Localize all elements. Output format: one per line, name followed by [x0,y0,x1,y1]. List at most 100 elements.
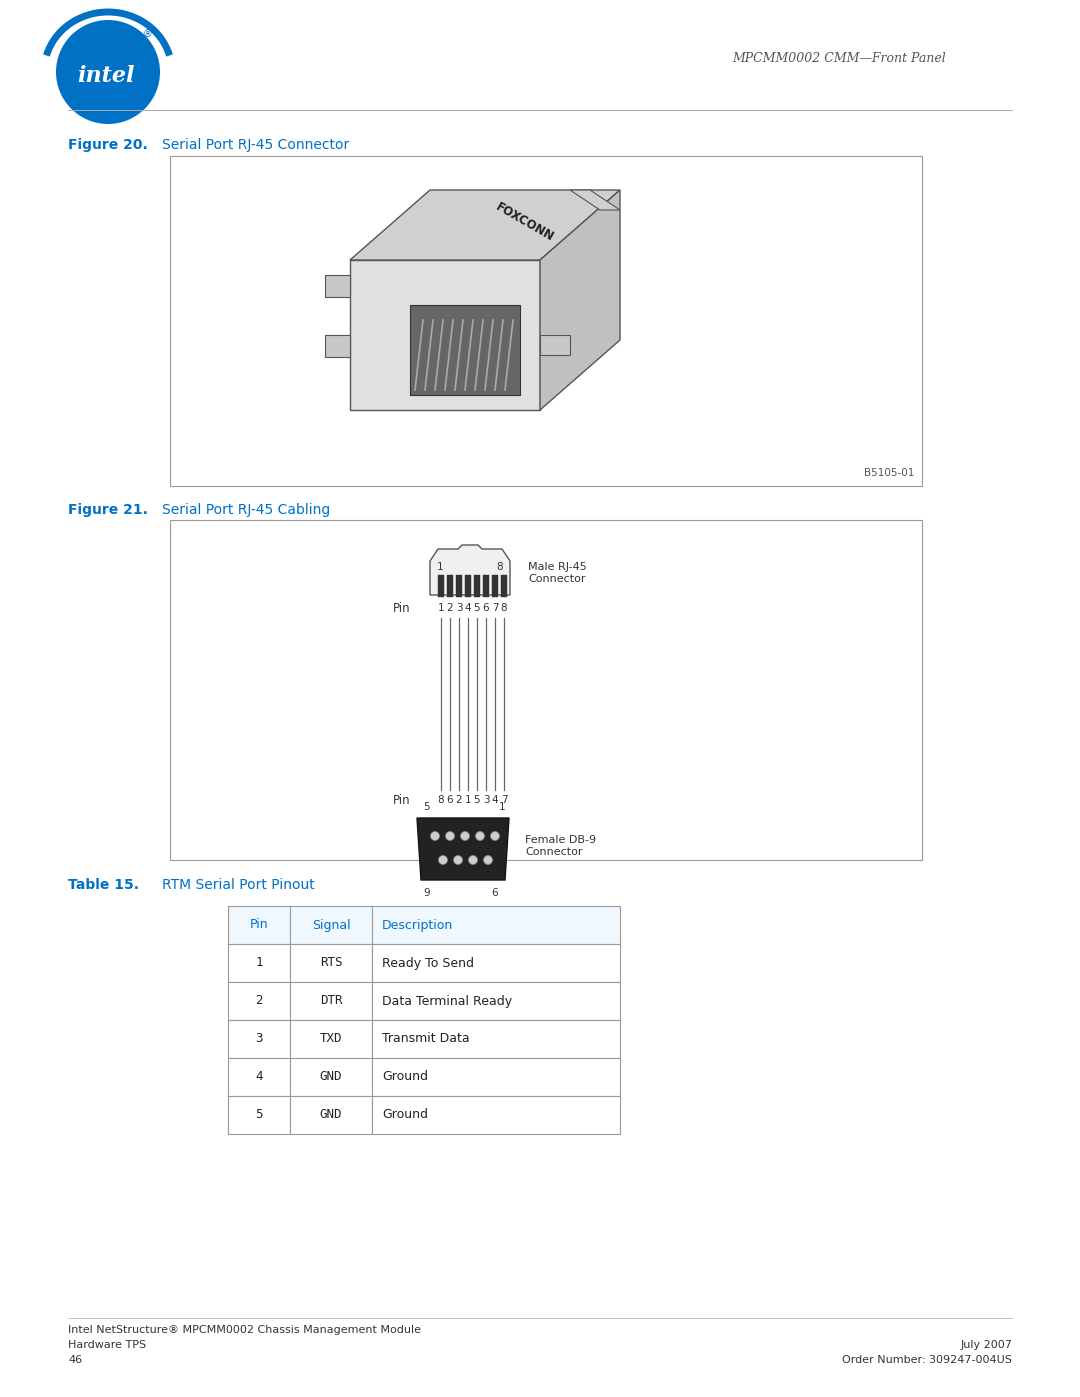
Bar [372,1058,620,1097]
Text: 1: 1 [436,562,443,571]
Text: 5: 5 [474,604,481,613]
Text: Table 15.: Table 15. [68,877,139,893]
Bar [501,576,507,597]
Text: 1: 1 [255,957,262,970]
Ellipse shape [446,831,455,841]
Bar [291,944,372,982]
Bar [291,1097,372,1134]
Bar [228,1097,291,1134]
Text: 2: 2 [447,604,454,613]
Bar [372,944,620,982]
Text: 3: 3 [456,604,462,613]
Bar [372,982,620,1020]
Bar [291,982,372,1020]
Text: Description: Description [382,918,454,932]
Bar [325,275,350,298]
Bar [170,520,922,861]
Text: 8: 8 [501,604,508,613]
Text: 3: 3 [483,795,489,805]
Text: RTS: RTS [320,957,342,970]
Text: DTR: DTR [320,995,342,1007]
Text: ®: ® [144,29,153,39]
Text: July 2007: July 2007 [960,1340,1012,1350]
Text: 5: 5 [474,795,481,805]
Bar [291,1058,372,1097]
Bar [228,944,291,982]
Bar [474,576,480,597]
Text: 1: 1 [499,802,505,812]
Text: 8: 8 [497,562,503,571]
Text: 1: 1 [464,795,471,805]
Text: Figure 21.: Figure 21. [68,503,148,517]
Text: 4: 4 [255,1070,262,1084]
Bar [372,907,620,944]
Bar [372,1020,620,1058]
Text: Data Terminal Ready: Data Terminal Ready [382,995,512,1007]
Text: 7: 7 [491,604,498,613]
Polygon shape [430,545,510,595]
Text: Transmit Data: Transmit Data [382,1032,470,1045]
Text: 6: 6 [483,604,489,613]
Ellipse shape [490,831,499,841]
Circle shape [56,20,160,124]
Text: Pin: Pin [249,918,268,932]
Text: Figure 20.: Figure 20. [68,138,148,152]
Bar [170,156,922,486]
Text: 4: 4 [464,604,471,613]
Text: 6: 6 [491,888,498,898]
Text: RTM Serial Port Pinout: RTM Serial Port Pinout [162,877,314,893]
Polygon shape [417,819,509,880]
Text: Ground: Ground [382,1108,428,1122]
Bar [228,1020,291,1058]
Text: B5105-01: B5105-01 [864,468,914,478]
Text: Serial Port RJ-45 Connector: Serial Port RJ-45 Connector [162,138,349,152]
Bar [438,576,444,597]
Ellipse shape [438,855,447,865]
Text: GND: GND [320,1070,342,1084]
Polygon shape [350,260,540,409]
Bar [540,335,570,355]
Text: Ready To Send: Ready To Send [382,957,474,970]
Text: 2: 2 [255,995,262,1007]
Text: MPCMM0002 CMM—Front Panel: MPCMM0002 CMM—Front Panel [732,52,946,64]
Text: GND: GND [320,1108,342,1122]
Bar [325,335,350,358]
Text: Serial Port RJ-45 Cabling: Serial Port RJ-45 Cabling [162,503,330,517]
Text: 5: 5 [255,1108,262,1122]
Bar [410,305,519,395]
Ellipse shape [431,831,440,841]
Ellipse shape [484,855,492,865]
Text: 9: 9 [423,888,430,898]
Bar [465,576,471,597]
Bar [372,1097,620,1134]
Text: Hardware TPS: Hardware TPS [68,1340,146,1350]
Text: 6: 6 [447,795,454,805]
Text: TXD: TXD [320,1032,342,1045]
Bar [447,576,453,597]
Text: Male RJ-45
Connector: Male RJ-45 Connector [528,562,586,584]
Text: 7: 7 [501,795,508,805]
Ellipse shape [469,855,477,865]
Bar [228,907,291,944]
Text: Pin: Pin [392,793,410,806]
Text: Ground: Ground [382,1070,428,1084]
Ellipse shape [475,831,485,841]
Bar [492,576,498,597]
Ellipse shape [460,831,470,841]
Text: FOXCONN: FOXCONN [494,200,556,244]
Text: Intel NetStructure® MPCMM0002 Chassis Management Module: Intel NetStructure® MPCMM0002 Chassis Ma… [68,1324,421,1336]
Text: Pin: Pin [392,602,410,615]
Bar [456,576,462,597]
Text: 5: 5 [423,802,430,812]
Text: 4: 4 [491,795,498,805]
Bar [483,576,489,597]
Ellipse shape [454,855,462,865]
Text: intel: intel [78,66,135,87]
Polygon shape [540,190,620,409]
Polygon shape [570,190,620,210]
Bar [291,1020,372,1058]
Text: Order Number: 309247-004US: Order Number: 309247-004US [842,1355,1012,1365]
Bar [291,907,372,944]
Text: Signal: Signal [312,918,350,932]
Text: 3: 3 [255,1032,262,1045]
